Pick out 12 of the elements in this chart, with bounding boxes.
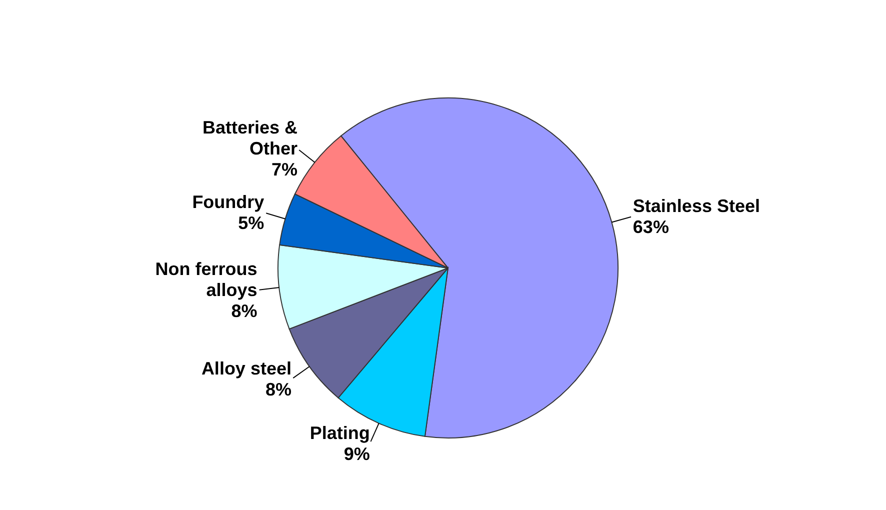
slice-label: Stainless Steel — [632, 196, 760, 216]
slice-label: Non ferrous alloys — [155, 259, 258, 300]
data-label: 8% — [231, 301, 258, 322]
slice-label: Plating — [310, 422, 370, 443]
slice-label: Batteries & Other — [202, 118, 298, 159]
data-label: 7% — [272, 160, 298, 180]
data-label: 5% — [238, 213, 264, 234]
slice-label: Alloy steel — [201, 358, 292, 379]
slice-label: Foundry — [192, 192, 264, 212]
data-label: 9% — [344, 444, 370, 464]
data-label: 63% — [632, 216, 669, 237]
data-label: 8% — [265, 380, 292, 400]
